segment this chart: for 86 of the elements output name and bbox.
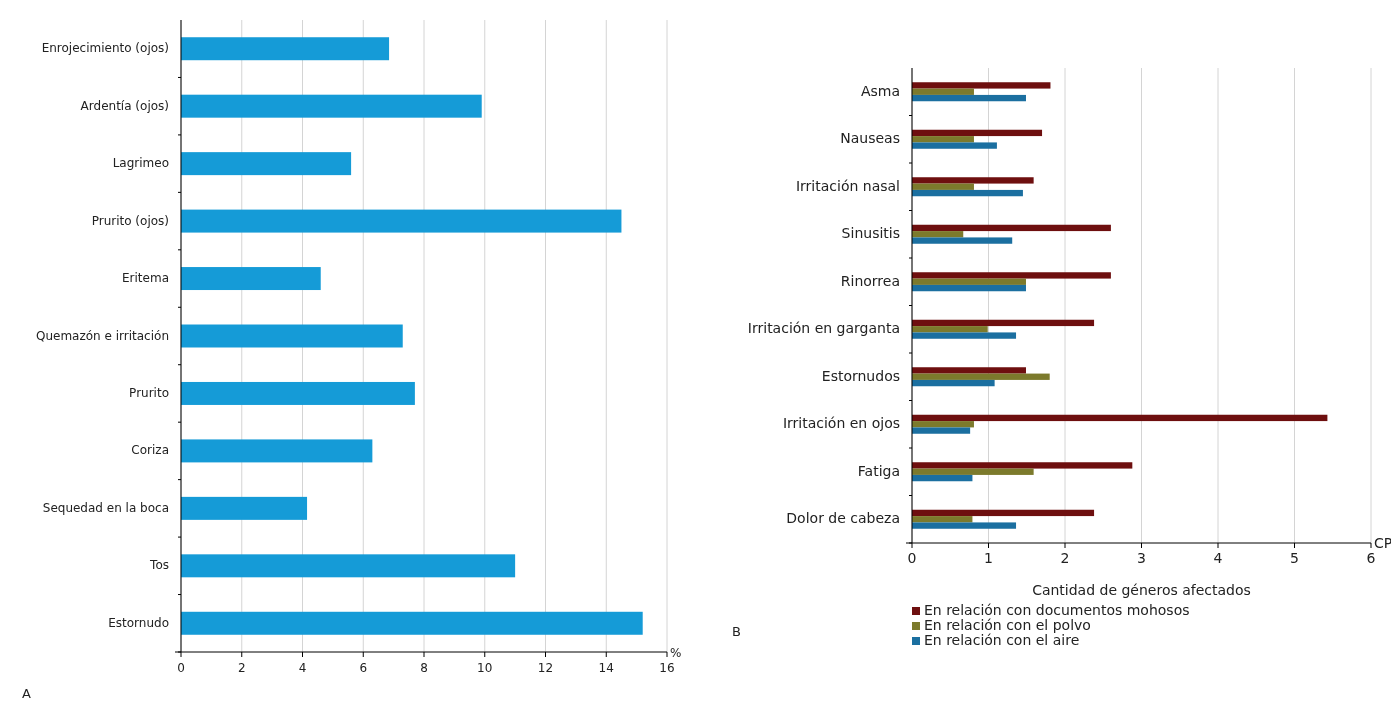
- bar: [912, 224, 1111, 232]
- bar: [181, 611, 643, 635]
- bar: [181, 324, 403, 348]
- bar: [912, 332, 1017, 339]
- bar: [912, 326, 988, 333]
- y-tick-label: Quemazón e irritación: [36, 328, 169, 343]
- bar: [181, 152, 352, 176]
- bar: [912, 136, 974, 143]
- y-tick-label: Irritación en garganta: [747, 320, 900, 337]
- bar: [181, 94, 482, 118]
- bar: [181, 381, 415, 405]
- y-tick-label: Sequedad en la boca: [42, 500, 169, 515]
- bar: [181, 439, 373, 463]
- x-tick-label: 14: [598, 661, 614, 675]
- y-tick-label: Rinorrea: [840, 272, 900, 289]
- bar: [912, 522, 1017, 529]
- x-tick-label: 8: [420, 661, 428, 675]
- x-tick-label: 4: [298, 661, 307, 675]
- y-tick-label: Coriza: [131, 443, 169, 458]
- bar: [912, 474, 973, 482]
- x-tick-label: 10: [477, 661, 493, 675]
- bar: [912, 468, 1034, 475]
- x-tick-label: 4: [1213, 550, 1223, 566]
- y-tick-label: Ardentía (ojos): [80, 98, 169, 113]
- bar: [181, 496, 308, 520]
- text: CP: [1374, 535, 1393, 551]
- x-tick-label: 3: [1137, 550, 1146, 566]
- bar: [912, 516, 973, 523]
- bar: [912, 88, 974, 95]
- bar: [912, 94, 1026, 102]
- bar: [181, 554, 516, 578]
- bar: [912, 509, 1095, 517]
- legend-label: En relación con documentos mohosos: [924, 602, 1190, 618]
- y-tick-label: Irritación en ojos: [782, 415, 900, 432]
- y-tick-label: Lagrimeo: [112, 156, 169, 171]
- x-tick-label: 1: [984, 550, 993, 566]
- bar: [912, 319, 1095, 327]
- y-tick-label: Estornudos: [821, 367, 900, 384]
- bar: [912, 462, 1133, 469]
- bar: [912, 272, 1111, 279]
- y-tick-label: Sinusitis: [841, 225, 900, 242]
- bar: [912, 189, 1023, 197]
- y-tick-label: Eritema: [122, 271, 169, 286]
- bar: [912, 284, 1026, 292]
- x-tick-label: 2: [1060, 550, 1070, 566]
- y-tick-label: Irritación nasal: [795, 177, 900, 194]
- bar: [912, 82, 1051, 89]
- x-tick-label: 2: [237, 661, 246, 675]
- y-tick-label: Tos: [149, 558, 169, 573]
- x-tick-label: 6: [1366, 550, 1376, 566]
- bar: [912, 129, 1043, 137]
- bar: [181, 37, 390, 61]
- x-tick-label: 6: [359, 661, 368, 675]
- bar: [912, 177, 1034, 184]
- y-tick-label: Nauseas: [840, 130, 900, 147]
- legend-label: En relación con el polvo: [924, 617, 1091, 633]
- text: A: [22, 686, 31, 701]
- x-axis-title: Cantidad de géneros afectados: [1032, 582, 1251, 598]
- x-tick-label: 16: [659, 661, 675, 675]
- legend-label: En relación con el aire: [924, 632, 1080, 648]
- text: B: [732, 624, 741, 639]
- bar: [181, 209, 622, 233]
- y-tick-label: Prurito: [129, 385, 169, 400]
- bar: [912, 421, 974, 428]
- bar: [912, 367, 1026, 374]
- x-tick-label: 0: [907, 550, 917, 566]
- y-tick-label: Estornudo: [108, 615, 169, 630]
- y-tick-label: Asma: [860, 82, 900, 99]
- bar: [912, 379, 995, 387]
- bar: [181, 267, 321, 291]
- bar: [912, 183, 974, 190]
- y-tick-label: Fatiga: [857, 462, 900, 479]
- y-tick-label: Enrojecimiento (ojos): [41, 41, 169, 56]
- bar: [912, 427, 971, 434]
- y-tick-label: Dolor de cabeza: [786, 510, 900, 527]
- bar: [912, 373, 1050, 380]
- bar: [912, 231, 964, 238]
- bar: [912, 142, 997, 149]
- bar: [912, 278, 1026, 285]
- x-tick-label: 5: [1290, 550, 1299, 566]
- x-tick-label: 12: [537, 661, 554, 675]
- y-tick-label: Prurito (ojos): [91, 213, 169, 228]
- x-tick-label: 0: [177, 661, 185, 675]
- bar: [912, 414, 1328, 422]
- text: %: [670, 646, 682, 660]
- bar: [912, 237, 1013, 244]
